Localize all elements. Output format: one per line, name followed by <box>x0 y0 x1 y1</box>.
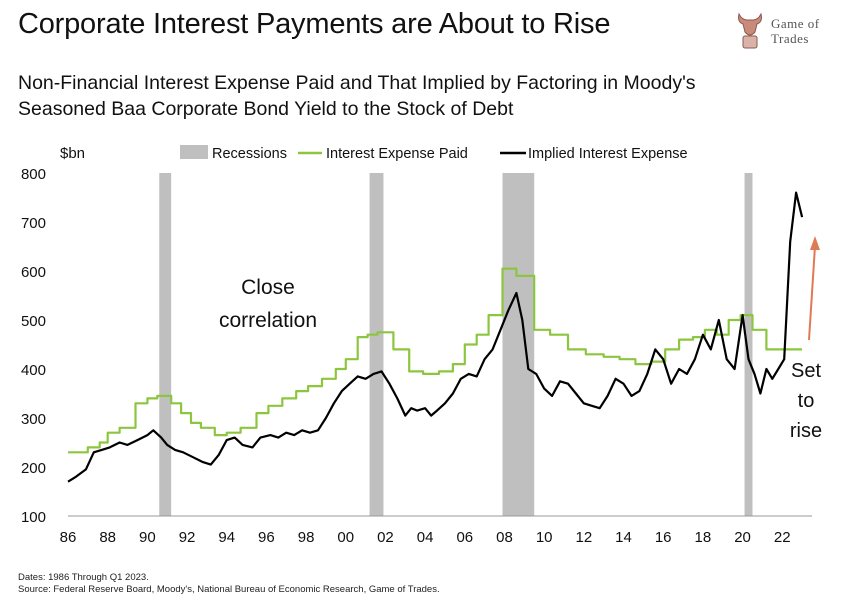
x-tick-label: 98 <box>298 529 315 546</box>
x-tick-label: 04 <box>417 529 434 546</box>
y-tick-label: 300 <box>21 411 46 428</box>
x-tick-label: 02 <box>377 529 394 546</box>
y-tick-label: 600 <box>21 264 46 281</box>
x-tick-label: 08 <box>496 529 513 546</box>
recession-bands <box>159 173 753 516</box>
y-tick-label: 700 <box>21 215 46 232</box>
annotation-set-to-rise: Set to rise <box>790 360 822 442</box>
y-tick-label: 200 <box>21 460 46 477</box>
logo-text-line2: Trades <box>771 31 809 46</box>
footnote: Dates: 1986 Through Q1 2023. Source: Fed… <box>18 572 440 596</box>
rise-arrow-head <box>810 236 820 250</box>
x-tick-label: 14 <box>615 529 632 546</box>
x-tick-label: 96 <box>258 529 275 546</box>
series-line-interest-expense-paid <box>68 267 803 454</box>
x-tick-label: 18 <box>695 529 712 546</box>
recession-band <box>502 173 535 516</box>
x-tick-label: 94 <box>218 529 235 546</box>
x-tick-label: 12 <box>575 529 592 546</box>
y-tick-label: 800 <box>21 166 46 183</box>
annotation-line: rise <box>790 420 822 442</box>
x-tick-label: 20 <box>734 529 751 546</box>
legend: Recessions Interest Expense Paid Implied I… <box>180 145 688 162</box>
chart-title: Corporate Interest Payments are About to… <box>18 8 611 40</box>
annotation-line: correlation <box>219 309 317 332</box>
annotation-close-correlation: Close correlation <box>219 276 317 332</box>
recession-band <box>369 173 384 516</box>
annotation-line: to <box>798 390 815 412</box>
annotations: Close correlation Set to rise <box>219 236 822 442</box>
series-line-implied-interest-expense <box>67 191 804 483</box>
footnote-dates: Dates: 1986 Through Q1 2023. <box>18 572 149 583</box>
game-of-trades-logo: Game of Trades <box>733 8 833 52</box>
recession-band <box>159 173 172 516</box>
legend-swatch-recessions <box>180 145 208 159</box>
recession-band <box>744 173 753 516</box>
footnote-source: Source: Federal Reserve Board, Moody's, … <box>18 584 440 595</box>
x-tick-label: 86 <box>60 529 77 546</box>
legend-label-paid: Interest Expense Paid <box>326 146 468 162</box>
x-tick-label: 00 <box>337 529 354 546</box>
y-tick-label: 100 <box>21 509 46 526</box>
x-tick-label: 06 <box>456 529 473 546</box>
series-lines <box>67 191 804 483</box>
y-tick-label: 500 <box>21 313 46 330</box>
annotation-line: Set <box>791 360 821 382</box>
rise-arrow-shaft <box>808 245 816 341</box>
legend-label-recessions: Recessions <box>212 146 287 162</box>
y-axis-label: $bn <box>60 145 85 162</box>
annotation-line: Close <box>241 276 295 299</box>
chart-subtitle: Non-Financial Interest Expense Paid and … <box>18 72 696 120</box>
x-tick-label: 92 <box>179 529 196 546</box>
y-tick-label: 400 <box>21 362 46 379</box>
x-tick-label: 22 <box>774 529 791 546</box>
x-tick-label: 16 <box>655 529 672 546</box>
x-tick-label: 90 <box>139 529 156 546</box>
x-tick-label: 88 <box>99 529 116 546</box>
bull-icon <box>738 12 762 49</box>
x-tick-label: 10 <box>536 529 553 546</box>
legend-label-implied: Implied Interest Expense <box>528 146 688 162</box>
logo-text-line1: Game of <box>771 16 820 31</box>
